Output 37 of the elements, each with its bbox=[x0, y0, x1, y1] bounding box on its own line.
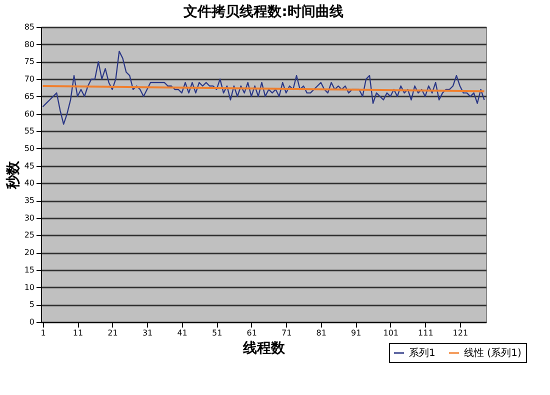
legend-label: 线性 (系列1) bbox=[464, 347, 522, 359]
x-tick-label: 111 bbox=[418, 328, 434, 338]
y-tick-label: 80 bbox=[24, 40, 34, 49]
x-tick-label: 11 bbox=[72, 328, 84, 338]
y-tick-label: 0 bbox=[29, 318, 34, 326]
legend-label: 系列1 bbox=[409, 347, 436, 359]
y-tick-label: 25 bbox=[24, 230, 34, 240]
y-tick-label: 50 bbox=[24, 144, 34, 153]
x-tick-label: 101 bbox=[383, 328, 399, 338]
x-tick-label: 51 bbox=[212, 328, 222, 338]
x-tick-label: 31 bbox=[142, 328, 153, 338]
y-tick-label: 45 bbox=[24, 161, 34, 170]
x-tick-label: 91 bbox=[351, 328, 362, 338]
y-tick-label: 70 bbox=[24, 74, 34, 84]
y-tick-label: 5 bbox=[29, 300, 34, 310]
y-tick-label: 85 bbox=[24, 22, 34, 32]
y-tick-label: 60 bbox=[24, 109, 34, 118]
y-tick-label: 65 bbox=[24, 92, 34, 101]
y-tick-label: 10 bbox=[24, 282, 34, 292]
y-tick-label: 20 bbox=[24, 248, 34, 258]
y-tick-label: 35 bbox=[24, 196, 34, 206]
x-tick-label: 71 bbox=[282, 328, 292, 338]
y-axis-title: 秒数 bbox=[5, 160, 22, 190]
x-axis-title: 线程数 bbox=[242, 340, 286, 356]
x-tick-label: 21 bbox=[108, 328, 118, 338]
x-tick-label: 121 bbox=[452, 328, 468, 338]
x-tick-label: 41 bbox=[177, 328, 188, 338]
chart-title: 文件拷贝线程数:时间曲线 bbox=[182, 3, 344, 20]
y-tick-label: 75 bbox=[24, 57, 34, 66]
y-tick-label: 40 bbox=[24, 178, 34, 188]
x-tick-label: 61 bbox=[246, 328, 257, 338]
line-series bbox=[42, 50, 485, 125]
y-tick-label: 15 bbox=[24, 265, 34, 274]
y-tick-label: 55 bbox=[24, 126, 34, 136]
x-tick-label: 81 bbox=[316, 328, 326, 338]
y-tick-label: 30 bbox=[24, 213, 34, 222]
x-tick-label: 1 bbox=[40, 328, 46, 338]
